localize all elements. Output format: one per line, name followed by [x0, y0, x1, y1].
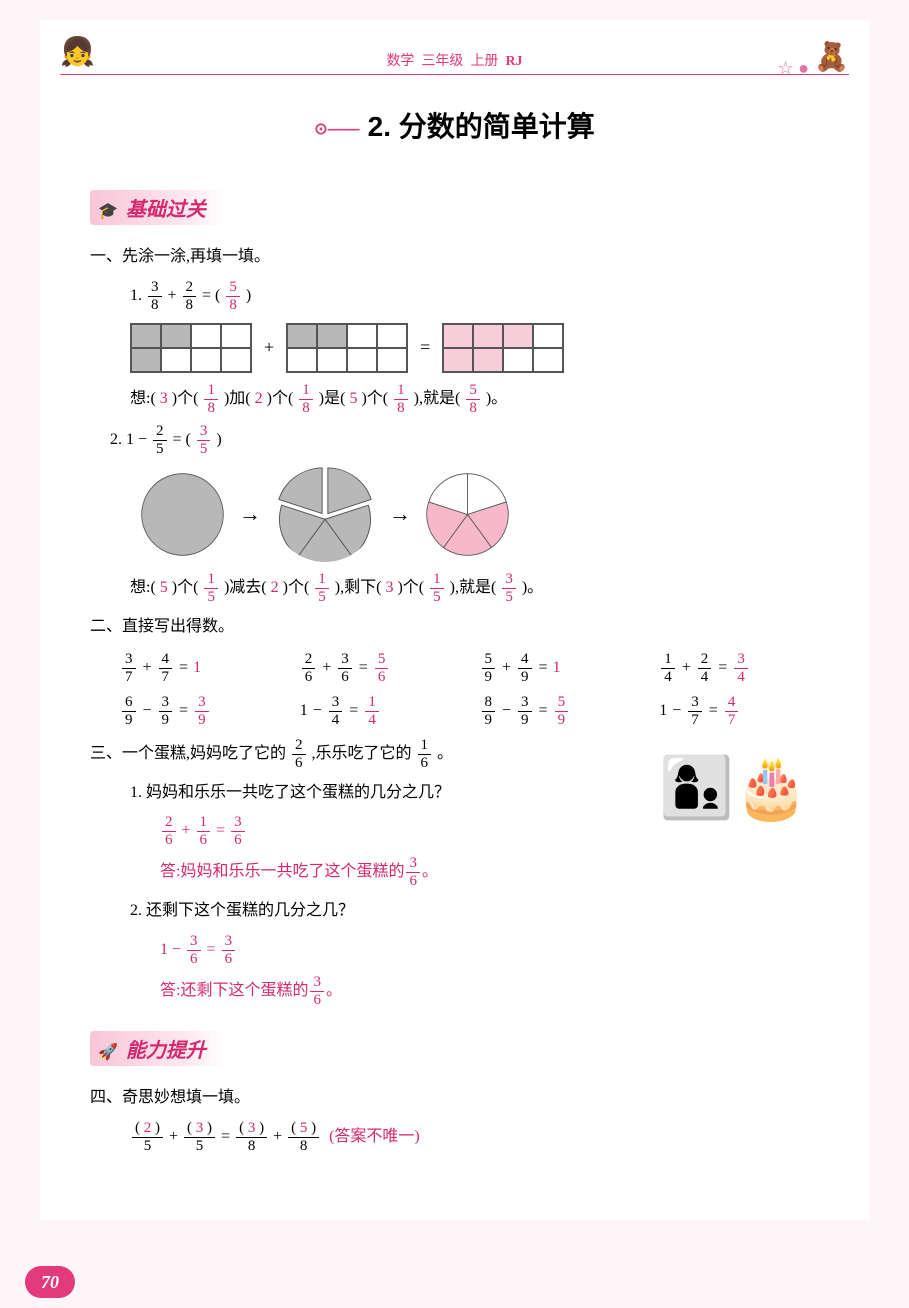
q1-2-pies: → →	[140, 467, 819, 562]
header-volume: 上册	[470, 54, 498, 69]
q4-note: (答案不唯一)	[329, 1128, 420, 1145]
equation-item: 26+36=56	[300, 652, 460, 685]
header-series: RJ	[505, 54, 522, 69]
q1-1-label: 1.	[130, 287, 142, 304]
frac: 28	[183, 280, 197, 313]
q1-heading: 一、先涂一涂,再填一填。	[90, 243, 819, 272]
plus-sign: +	[264, 337, 274, 358]
q4-expression: ( 2 )5 + ( 3 )5 = ( 3 )8 + ( 5 )8 (答案不唯一…	[130, 1121, 819, 1154]
frac: 38	[148, 280, 162, 313]
header-grade: 三年级	[421, 54, 463, 69]
equals-sign: =	[420, 337, 430, 358]
title-text: 2. 分数的简单计算	[368, 111, 595, 142]
equation-item: 1−37=47	[659, 695, 819, 728]
pie-result	[425, 472, 510, 557]
header-right-icon: 🧸	[814, 40, 849, 74]
q1-2-label: 2.	[110, 431, 122, 448]
grid1	[130, 323, 252, 373]
q1-1-explain: 想:( 3 )个( 18 )加( 2 )个( 18 )是( 5 )个( 18 )…	[130, 383, 819, 416]
section1-banner: 🎓 基础过关	[90, 190, 226, 225]
q1-1-expression: 1. 38 + 28 = ( 58 )	[130, 280, 819, 313]
cake-illustration: 👩‍👦🎂	[659, 738, 809, 838]
equation-item: 69−39=39	[120, 695, 280, 728]
q3-2-answer: 答:还剩下这个蛋糕的36。	[160, 975, 819, 1008]
arrow-icon: →	[389, 501, 411, 527]
title-bullet-icon: ⊙——	[314, 121, 359, 138]
header-subject: 数学	[386, 54, 414, 69]
q3-2-question: 2. 还剩下这个蛋糕的几分之几？	[130, 897, 819, 926]
page-container: 👧 数学 三年级 上册 RJ ☆ ● 🧸 ⊙—— 2. 分数的简单计算 🎓 基础过…	[40, 20, 869, 1220]
grid2	[286, 323, 408, 373]
cap-icon: 🎓	[98, 203, 118, 220]
equation-item: 59+49=1	[480, 652, 640, 685]
page-header: 👧 数学 三年级 上册 RJ ☆ ● 🧸	[90, 50, 819, 75]
q3-1-answer: 答:妈妈和乐乐一共吃了这个蛋糕的36。	[160, 856, 819, 889]
header-left-icon: 👧	[60, 35, 95, 69]
q2-equations-grid: 37+47=1 26+36=56 59+49=1 14+24=34 69−39=39 1−…	[120, 652, 819, 728]
frac-answer: 58	[226, 280, 240, 313]
section1-banner-text: 基础过关	[126, 199, 206, 221]
header-star-icon: ☆ ●	[777, 58, 809, 79]
grid3	[442, 323, 564, 373]
q3-heading: 三、一个蛋糕,妈妈吃了它的 26 ,乐乐吃了它的 16 。 👩‍👦🎂	[90, 738, 819, 771]
section2-banner-text: 能力提升	[126, 1040, 206, 1062]
arrow-icon: →	[239, 501, 261, 527]
pie-whole	[140, 472, 225, 557]
equation-item: 1−34=14	[300, 695, 460, 728]
q4-heading: 四、奇思妙想填一填。	[90, 1084, 819, 1113]
q1-1-grids: + =	[130, 323, 819, 373]
page-title: ⊙—— 2. 分数的简单计算	[90, 105, 819, 145]
q2-heading: 二、直接写出得数。	[90, 613, 819, 642]
q1-2-expression: 2. 1 − 25 = ( 35 )	[110, 424, 819, 457]
equation-item: 89−39=59	[480, 695, 640, 728]
header-divider	[60, 74, 849, 75]
q3-2-calc: 1 − 36 = 36	[160, 934, 819, 967]
rocket-icon: 🚀	[98, 1044, 118, 1061]
page-number: 70	[25, 1266, 75, 1298]
q1-2-explain: 想:( 5 )个( 15 )减去( 2 )个( 15 ),剩下( 3 )个( 1…	[130, 572, 819, 605]
pie-partial	[275, 467, 375, 562]
equation-item: 37+47=1	[120, 652, 280, 685]
equation-item: 14+24=34	[659, 652, 819, 685]
section2-banner: 🚀 能力提升	[90, 1031, 226, 1066]
